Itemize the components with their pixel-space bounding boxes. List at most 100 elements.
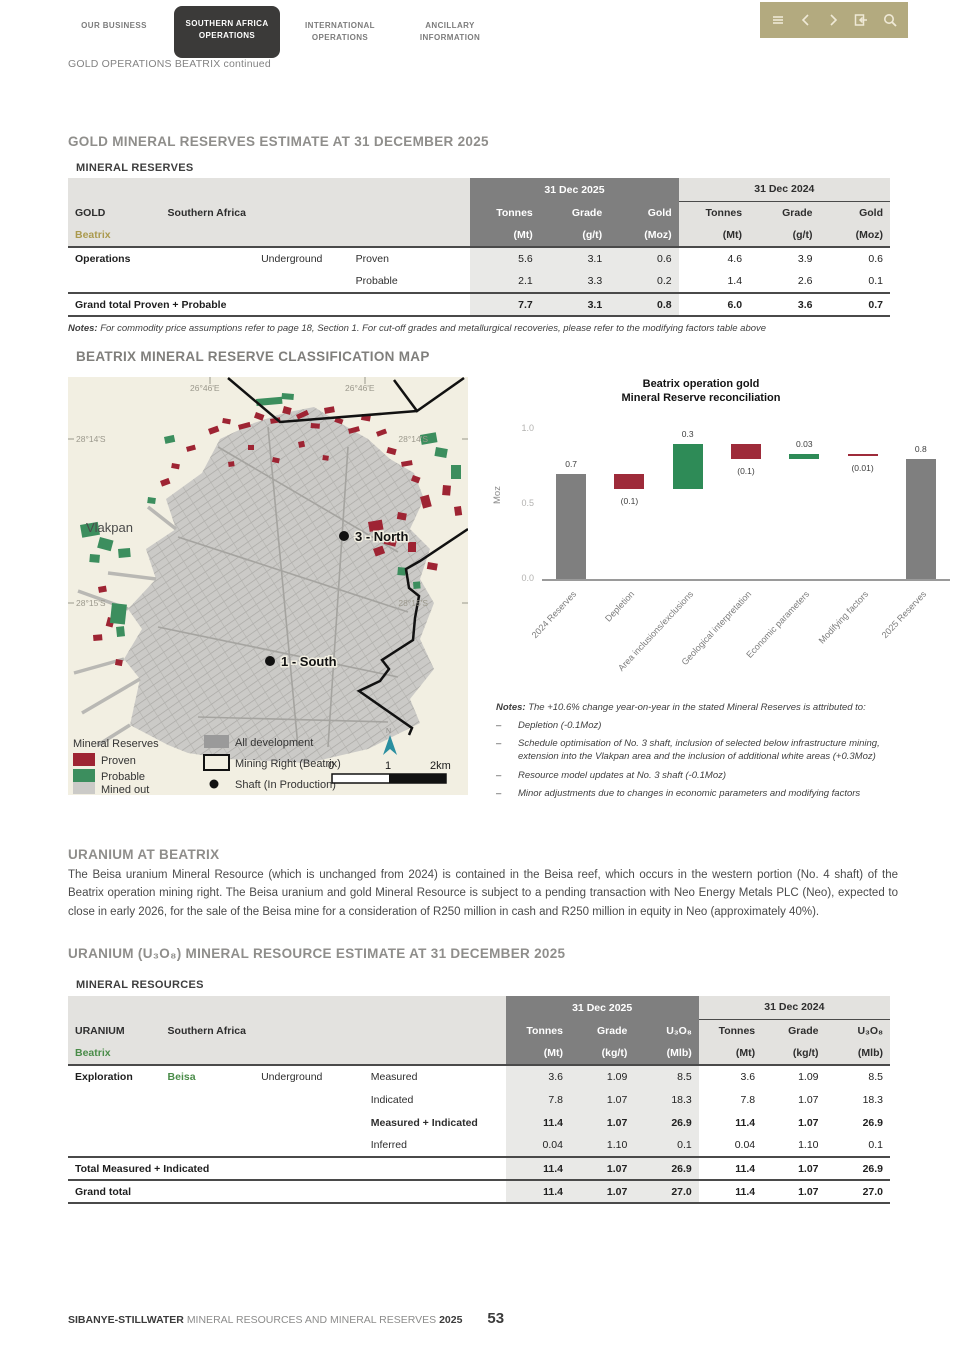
svg-text:Mineral Reserves: Mineral Reserves xyxy=(73,738,159,750)
table-cell: 0.6 xyxy=(868,253,883,265)
table-row: Measured + Indicated 11.4 1.07 26.9 11.4 1.07… xyxy=(68,1111,890,1134)
menu-icon[interactable] xyxy=(770,12,786,28)
table-cell: 1.07 xyxy=(569,1111,635,1134)
uranium-table-subtitle: MINERAL RESOURCES xyxy=(76,979,204,991)
chevron-left-icon[interactable] xyxy=(799,13,813,27)
col-header: Grade xyxy=(539,201,610,224)
table-cell: 1.07 xyxy=(798,1185,819,1198)
svg-text:28°15'S: 28°15'S xyxy=(76,598,106,608)
classification-map: 26°46'E 26°46'E 28°14'S 28°14'S 28°15'S … xyxy=(68,377,468,795)
tab-our-business[interactable]: OUR BUSINESS xyxy=(81,21,147,30)
svg-text:Mining Right (Beatrix): Mining Right (Beatrix) xyxy=(235,758,341,770)
col-header: U₃O₈ xyxy=(634,1019,699,1042)
shaft-north-dot xyxy=(339,531,349,541)
region-header: Southern Africa xyxy=(160,1019,255,1042)
table-cell: 0.7 xyxy=(868,298,883,311)
region-header: Southern Africa xyxy=(160,201,255,224)
map-mined-out-area xyxy=(73,407,434,763)
table-year-row: 31 Dec 2025 31 Dec 2024 xyxy=(68,996,890,1020)
footer-brand: SIBANYE-STILLWATER xyxy=(68,1314,184,1326)
svg-text:1: 1 xyxy=(385,760,391,772)
table-cell: 5.6 xyxy=(470,247,540,270)
table-cell: 0.6 xyxy=(609,247,679,270)
table-cell: 0.2 xyxy=(609,270,679,293)
table-cell: 26.9 xyxy=(634,1111,699,1134)
table-row: Indicated 7.8 1.07 18.3 7.8 1.07 18.3 xyxy=(68,1088,890,1111)
table-cell: 1.09 xyxy=(798,1071,819,1083)
breadcrumb: GOLD OPERATIONS BEATRIX continued xyxy=(68,58,271,70)
col-header: Tonnes xyxy=(505,1019,570,1042)
col-unit: (Moz) xyxy=(609,224,679,247)
table-cell: Inferred xyxy=(370,1139,407,1151)
table-row: Exploration Beisa Underground Measured 3.6 1.… xyxy=(68,1065,890,1088)
table-header-row: GOLD Southern Africa Tonnes Grade Gold T… xyxy=(68,201,890,224)
table-cell: 11.4 xyxy=(735,1162,756,1175)
table-cell: 3.3 xyxy=(539,270,610,293)
chevron-right-icon[interactable] xyxy=(826,13,840,27)
year-header-2025: 31 Dec 2025 xyxy=(505,996,699,1019)
uranium-paragraph: The Beisa uranium Mineral Resource (whic… xyxy=(68,869,898,918)
table-cell xyxy=(68,1134,161,1157)
gold-table-notes: Notes: For commodity price assumptions r… xyxy=(68,323,767,334)
tab-ancillary-information[interactable]: ANCILLARY INFORMATION xyxy=(419,21,481,42)
chart-bar xyxy=(731,443,761,459)
chart-value-label: 0.3 xyxy=(681,428,694,439)
col-unit: (Mlb) xyxy=(634,1042,699,1065)
svg-text:26°46'E: 26°46'E xyxy=(345,383,375,393)
table-cell: 1.09 xyxy=(569,1065,635,1088)
svg-text:N: N xyxy=(386,728,391,735)
svg-text:28°15'S: 28°15'S xyxy=(398,598,428,608)
col-header: Gold xyxy=(819,201,890,224)
commodity-header: URANIUM xyxy=(68,1019,161,1042)
map-north-arrow: N xyxy=(383,728,397,755)
table-cell: 8.5 xyxy=(868,1071,883,1083)
table-cell: 1.07 xyxy=(798,1093,819,1106)
col-unit: (kg/t) xyxy=(762,1042,826,1065)
table-cell: 3.6 xyxy=(505,1065,570,1088)
chart-value-label: (0.1) xyxy=(737,465,755,476)
map-label-vlakpan: Vlakpan xyxy=(86,520,133,535)
tab-international-operations[interactable]: INTERNATIONAL OPERATIONS xyxy=(305,21,375,42)
search-icon[interactable] xyxy=(882,12,898,28)
footer-title: MINERAL RESOURCES AND MINERAL RESERVES xyxy=(186,1314,437,1326)
table-row: Probable 2.1 3.3 0.2 1.4 2.6 0.1 xyxy=(68,270,890,293)
chart-value-label: (0.1) xyxy=(620,495,639,506)
legend-probable-swatch xyxy=(73,769,95,782)
col-header: U₃O₈ xyxy=(825,1019,890,1042)
table-row: Total Measured + Indicated 11.4 1.07 26.9 11… xyxy=(68,1157,890,1180)
exit-icon[interactable] xyxy=(853,12,869,28)
table-cell: 1.10 xyxy=(798,1139,819,1151)
table-cell: 11.4 xyxy=(505,1180,570,1203)
svg-text:Probable: Probable xyxy=(101,771,145,783)
legend-mining-right-swatch xyxy=(203,754,230,771)
table-cell: Exploration xyxy=(75,1071,133,1083)
map-legend: Mineral Reserves Proven Probable Mined o… xyxy=(73,735,341,795)
map-scale-bar: 0 1 2km xyxy=(328,760,451,784)
table-cell: Grand total xyxy=(75,1185,132,1198)
table-cell: 11.4 xyxy=(505,1111,570,1134)
svg-text:2km: 2km xyxy=(430,760,451,772)
chart-x-axis-labels: 2024 Reserves Depletion Area inclusions/ex… xyxy=(530,581,950,699)
svg-text:0: 0 xyxy=(328,760,334,772)
top-navigation: OUR BUSINESS SOUTHERN AFRICA OPERATIONS … xyxy=(68,6,498,58)
col-header: Grade xyxy=(749,201,820,224)
svg-text:28°14'S: 28°14'S xyxy=(398,434,428,444)
note-bullet: – Minor adjustments due to changes in eco… xyxy=(496,788,861,800)
table-cell: 7.8 xyxy=(505,1088,570,1111)
table-cell xyxy=(254,1111,364,1134)
chart-bar xyxy=(614,473,645,489)
table-cell: 4.6 xyxy=(727,253,743,265)
table-cell xyxy=(161,270,255,293)
table-cell: 8.5 xyxy=(634,1065,699,1088)
year-header-2024: 31 Dec 2024 xyxy=(678,178,890,202)
table-cell: 1.07 xyxy=(569,1157,635,1180)
table-cell xyxy=(161,1088,255,1111)
table-row: Inferred 0.04 1.10 0.1 0.04 1.10 0.1 xyxy=(68,1134,890,1157)
table-cell xyxy=(161,1111,255,1134)
table-cell xyxy=(68,1111,161,1134)
table-cell: 3.6 xyxy=(797,298,813,311)
table-cell: 2.1 xyxy=(470,270,540,293)
table-cell xyxy=(254,1134,364,1157)
tab-southern-africa-operations[interactable]: SOUTHERN AFRICA OPERATIONS xyxy=(174,6,280,58)
gold-section-title: GOLD MINERAL RESERVES ESTIMATE AT 31 DEC… xyxy=(68,134,489,149)
